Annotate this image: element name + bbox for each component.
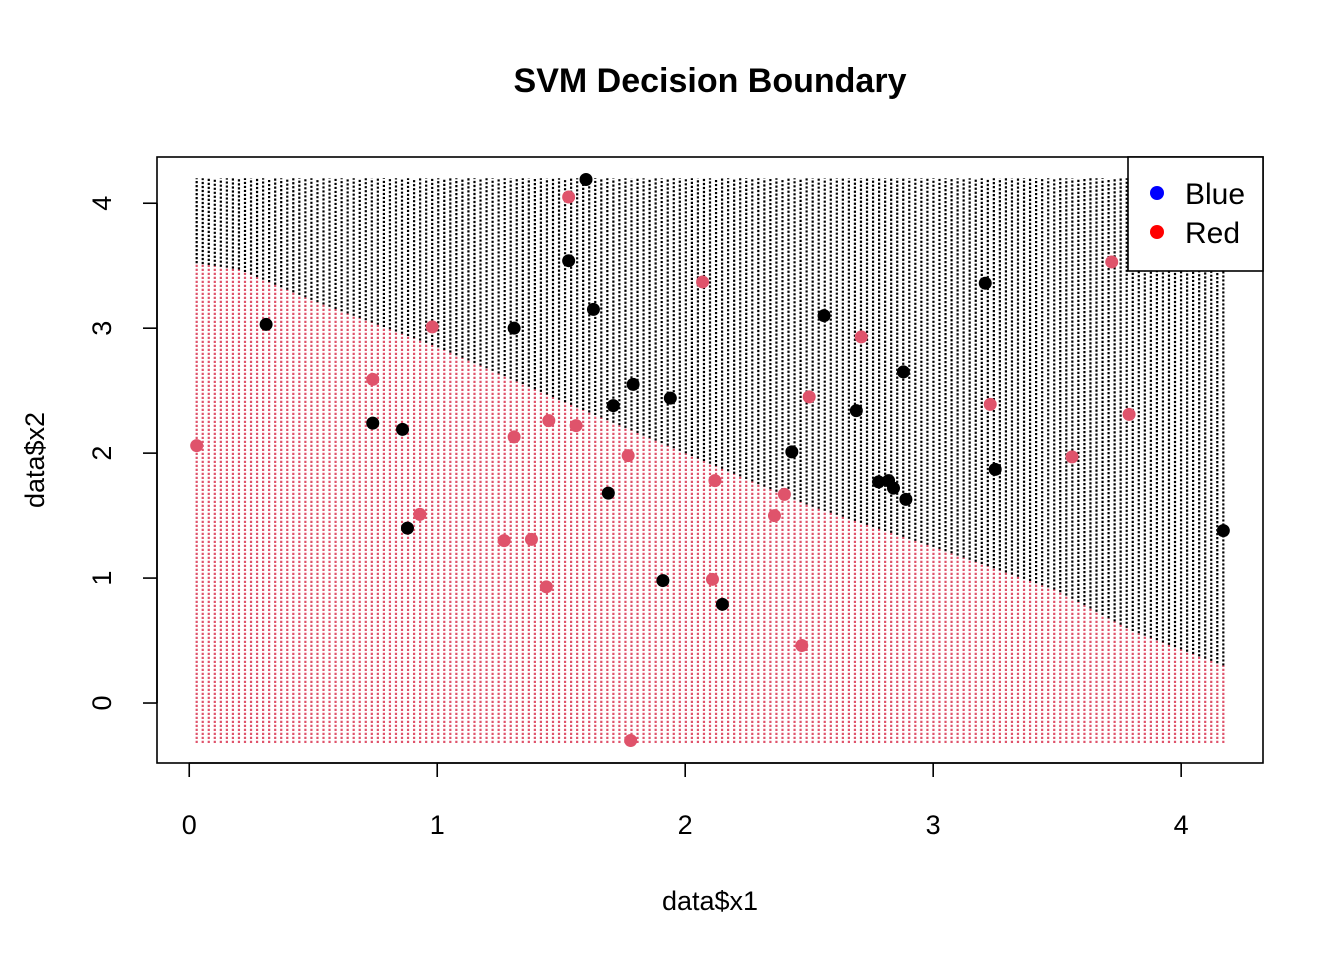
point-black bbox=[562, 254, 576, 268]
chart-title: SVM Decision Boundary bbox=[514, 62, 907, 100]
point-black bbox=[656, 574, 670, 588]
legend-marker bbox=[1150, 186, 1164, 200]
point-red bbox=[413, 507, 427, 521]
point-red bbox=[621, 449, 635, 463]
point-black bbox=[259, 317, 273, 331]
point-black bbox=[366, 416, 380, 430]
point-red bbox=[777, 487, 791, 501]
point-black bbox=[785, 445, 799, 459]
point-red bbox=[190, 439, 204, 453]
point-black bbox=[626, 377, 640, 391]
point-red bbox=[983, 397, 997, 411]
point-black bbox=[507, 321, 521, 335]
legend-label: Red bbox=[1185, 217, 1240, 250]
point-black bbox=[887, 481, 901, 495]
point-red bbox=[767, 509, 781, 523]
y-tick-label: 1 bbox=[87, 571, 117, 586]
point-red bbox=[705, 572, 719, 586]
point-red bbox=[795, 639, 809, 653]
point-red bbox=[708, 474, 722, 488]
point-black bbox=[663, 391, 677, 405]
point-red bbox=[524, 532, 538, 546]
point-black bbox=[896, 365, 910, 379]
point-black bbox=[396, 422, 410, 436]
point-red bbox=[854, 330, 868, 344]
point-black bbox=[988, 462, 1002, 476]
x-tick-label: 3 bbox=[926, 810, 941, 840]
legend-label: Blue bbox=[1185, 178, 1245, 211]
point-black bbox=[899, 492, 913, 506]
point-red bbox=[624, 734, 638, 748]
point-black bbox=[872, 475, 886, 489]
legend: Blue Red bbox=[1127, 156, 1264, 272]
point-red bbox=[539, 580, 553, 594]
y-tick-label: 3 bbox=[87, 321, 117, 336]
legend-box bbox=[1127, 156, 1264, 272]
data-points bbox=[190, 172, 1230, 748]
point-black bbox=[579, 172, 593, 186]
point-red bbox=[542, 414, 556, 428]
y-tick-label: 2 bbox=[87, 446, 117, 461]
x-tick-label: 2 bbox=[678, 810, 693, 840]
point-black bbox=[817, 309, 831, 323]
point-black bbox=[1216, 524, 1230, 538]
x-tick-label: 0 bbox=[182, 810, 197, 840]
y-axis-label: data$x2 bbox=[20, 412, 50, 508]
x-tick-label: 1 bbox=[430, 810, 445, 840]
point-black bbox=[586, 302, 600, 316]
point-black bbox=[606, 399, 620, 413]
y-axis: 0 1 2 3 4 bbox=[87, 196, 158, 711]
point-red bbox=[425, 320, 439, 334]
y-tick-label: 0 bbox=[87, 696, 117, 711]
point-red bbox=[802, 390, 816, 404]
x-axis-label: data$x1 bbox=[662, 886, 758, 916]
y-tick-label: 4 bbox=[87, 196, 117, 211]
point-black bbox=[849, 404, 863, 418]
point-red bbox=[366, 372, 380, 386]
x-tick-label: 4 bbox=[1174, 810, 1189, 840]
point-black bbox=[400, 521, 414, 535]
point-black bbox=[715, 597, 729, 611]
point-black bbox=[978, 276, 992, 290]
point-red bbox=[507, 430, 521, 444]
point-red bbox=[1105, 255, 1119, 269]
point-black bbox=[601, 486, 615, 500]
x-axis: 0 1 2 3 4 bbox=[182, 762, 1189, 840]
point-red bbox=[696, 275, 710, 289]
point-red bbox=[562, 190, 576, 204]
point-red bbox=[497, 534, 511, 548]
point-red bbox=[1122, 407, 1136, 421]
point-red bbox=[569, 419, 583, 433]
point-red bbox=[1065, 450, 1079, 464]
legend-marker bbox=[1150, 225, 1164, 239]
